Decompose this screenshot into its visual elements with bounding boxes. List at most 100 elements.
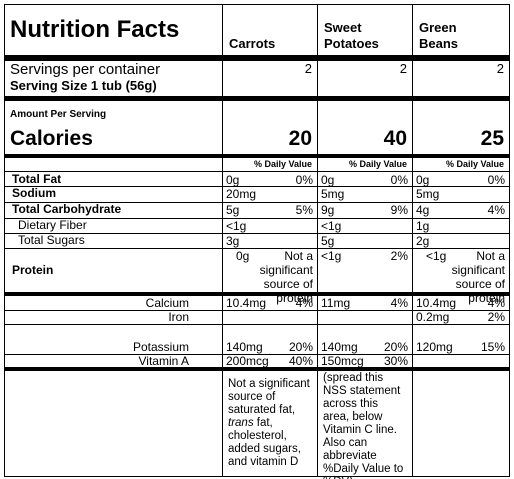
amount: 5g — [321, 234, 335, 248]
row-line — [4, 324, 510, 325]
servings-label: Servings per container — [10, 61, 161, 78]
nutrient-label: Sodium — [12, 186, 56, 200]
column-header: Carrots — [222, 16, 308, 54]
daily-value: 2% — [487, 310, 505, 324]
daily-value: 5% — [295, 203, 313, 217]
nutrient-cell: 15% 120mg — [412, 340, 509, 354]
row-line — [4, 354, 510, 355]
rule-bar — [4, 55, 510, 61]
column-name: Carrots — [229, 36, 276, 51]
dv-header: % Daily Value — [445, 159, 504, 169]
nutrient-cell: <1g — [222, 219, 317, 234]
nutrient-cell: 0% 0g — [222, 173, 317, 187]
title: Nutrition Facts — [10, 16, 180, 43]
daily-value: 15% — [480, 340, 505, 354]
nutrient-label: Total Fat — [12, 172, 62, 186]
nutrient-cell: 9% 9g — [317, 203, 412, 219]
footnote-text: trans — [228, 417, 254, 429]
daily-value: 4% — [390, 296, 408, 310]
amount: 0g — [226, 173, 240, 187]
nutrient-cell: 5mg — [317, 187, 412, 203]
daily-value: 4% — [295, 296, 313, 310]
column-header: Sweet Potatoes — [317, 16, 403, 54]
row-line — [4, 310, 510, 311]
nutrient-label: Total Carbohydrate — [12, 202, 122, 216]
nutrient-label: Total Sugars — [18, 233, 85, 247]
nutrient-label: Dietary Fiber — [18, 218, 87, 232]
amount: 0g — [236, 249, 250, 263]
daily-value: 30% — [383, 354, 408, 368]
row-line — [4, 248, 510, 249]
label-border — [4, 4, 510, 477]
nutrient-cell: 0% 0g — [412, 173, 509, 187]
servings-value: 2 — [399, 61, 407, 76]
rule-bar — [4, 96, 510, 101]
calories-label: Calories — [10, 127, 93, 150]
daily-value: 20% — [288, 340, 313, 354]
calories-value: 20 — [288, 127, 312, 150]
amount: 0g — [416, 173, 430, 187]
column-header: Green Beans — [412, 16, 498, 54]
amount: 1g — [416, 219, 430, 233]
mineral-label: Iron — [168, 310, 189, 324]
dv-header: % Daily Value — [348, 159, 407, 169]
amount: <1g — [226, 219, 247, 233]
nutrient-cell: 5g — [317, 234, 412, 249]
rule-bar — [4, 154, 510, 158]
daily-value: 4% — [487, 203, 505, 217]
nutrient-cell: 30% 150mcg — [317, 354, 412, 368]
amount: 10.4mg — [416, 296, 457, 310]
daily-value: 2% — [390, 249, 408, 263]
amount: <1g — [321, 219, 342, 233]
daily-value: 40% — [288, 354, 313, 368]
daily-value: 20% — [383, 340, 408, 354]
serving-size: Serving Size 1 tub (56g) — [10, 78, 157, 93]
amount: 11mg — [321, 296, 351, 310]
nutrient-cell: 20mg — [222, 187, 317, 203]
amount: 3g — [226, 234, 240, 248]
mineral-label: Potassium — [132, 340, 189, 354]
nutrient-cell: 3g — [222, 234, 317, 249]
amount: 140mg — [226, 340, 263, 354]
amount: <1g — [321, 249, 342, 263]
amount: 120mg — [416, 340, 453, 354]
footnote: Not a significant source of saturated fa… — [222, 378, 317, 478]
amount: 4g — [416, 203, 430, 217]
amount-per-serving: Amount Per Serving — [10, 109, 107, 120]
note: Not a significant source of protein — [259, 249, 313, 305]
nutrient-cell: 2g — [412, 234, 509, 249]
footnote-text: fat, cholesterol, added sugars, and vita… — [228, 417, 301, 468]
amount: 150mcg — [321, 354, 364, 368]
nutrient-label: Protein — [12, 263, 54, 277]
nutrient-cell: 0g Not a significant source of protein — [222, 249, 317, 305]
column-line — [317, 4, 318, 477]
dv-header: % Daily Value — [253, 159, 312, 169]
rule-bar — [4, 367, 510, 371]
nutrient-cell: 4% 4g — [412, 203, 509, 219]
row-line — [4, 218, 510, 219]
daily-value: 4% — [487, 296, 505, 310]
amount: 140mg — [321, 340, 358, 354]
nutrient-cell: <1g — [317, 219, 412, 234]
nutrient-cell: 2% 0.2mg — [412, 310, 509, 324]
nutrient-cell: 4% 10.4mg — [412, 296, 509, 310]
amount: 5g — [226, 203, 240, 217]
column-line — [412, 4, 413, 477]
mineral-label: Vitamin A — [138, 354, 189, 368]
nutrient-cell: 4% 10.4mg — [222, 296, 317, 310]
nutrient-cell: 1g — [412, 219, 509, 234]
note: Not a significant source of protein — [451, 249, 505, 305]
daily-value: 0% — [295, 173, 313, 187]
calories-value: 40 — [383, 127, 407, 150]
row-line — [4, 171, 510, 172]
row-line — [4, 202, 510, 203]
amount: 200mcg — [226, 354, 269, 368]
footnote-text: (spread this NSS statement across this a… — [323, 372, 404, 479]
nutrient-cell: 2% <1g — [317, 249, 412, 293]
amount: 2g — [416, 234, 430, 248]
footnote: (spread this NSS statement across this a… — [317, 372, 412, 479]
nutrient-cell: 0% 0g — [317, 173, 412, 187]
amount: 0g — [321, 173, 335, 187]
nutrient-cell: <1g Not a significant source of protein — [412, 249, 509, 305]
